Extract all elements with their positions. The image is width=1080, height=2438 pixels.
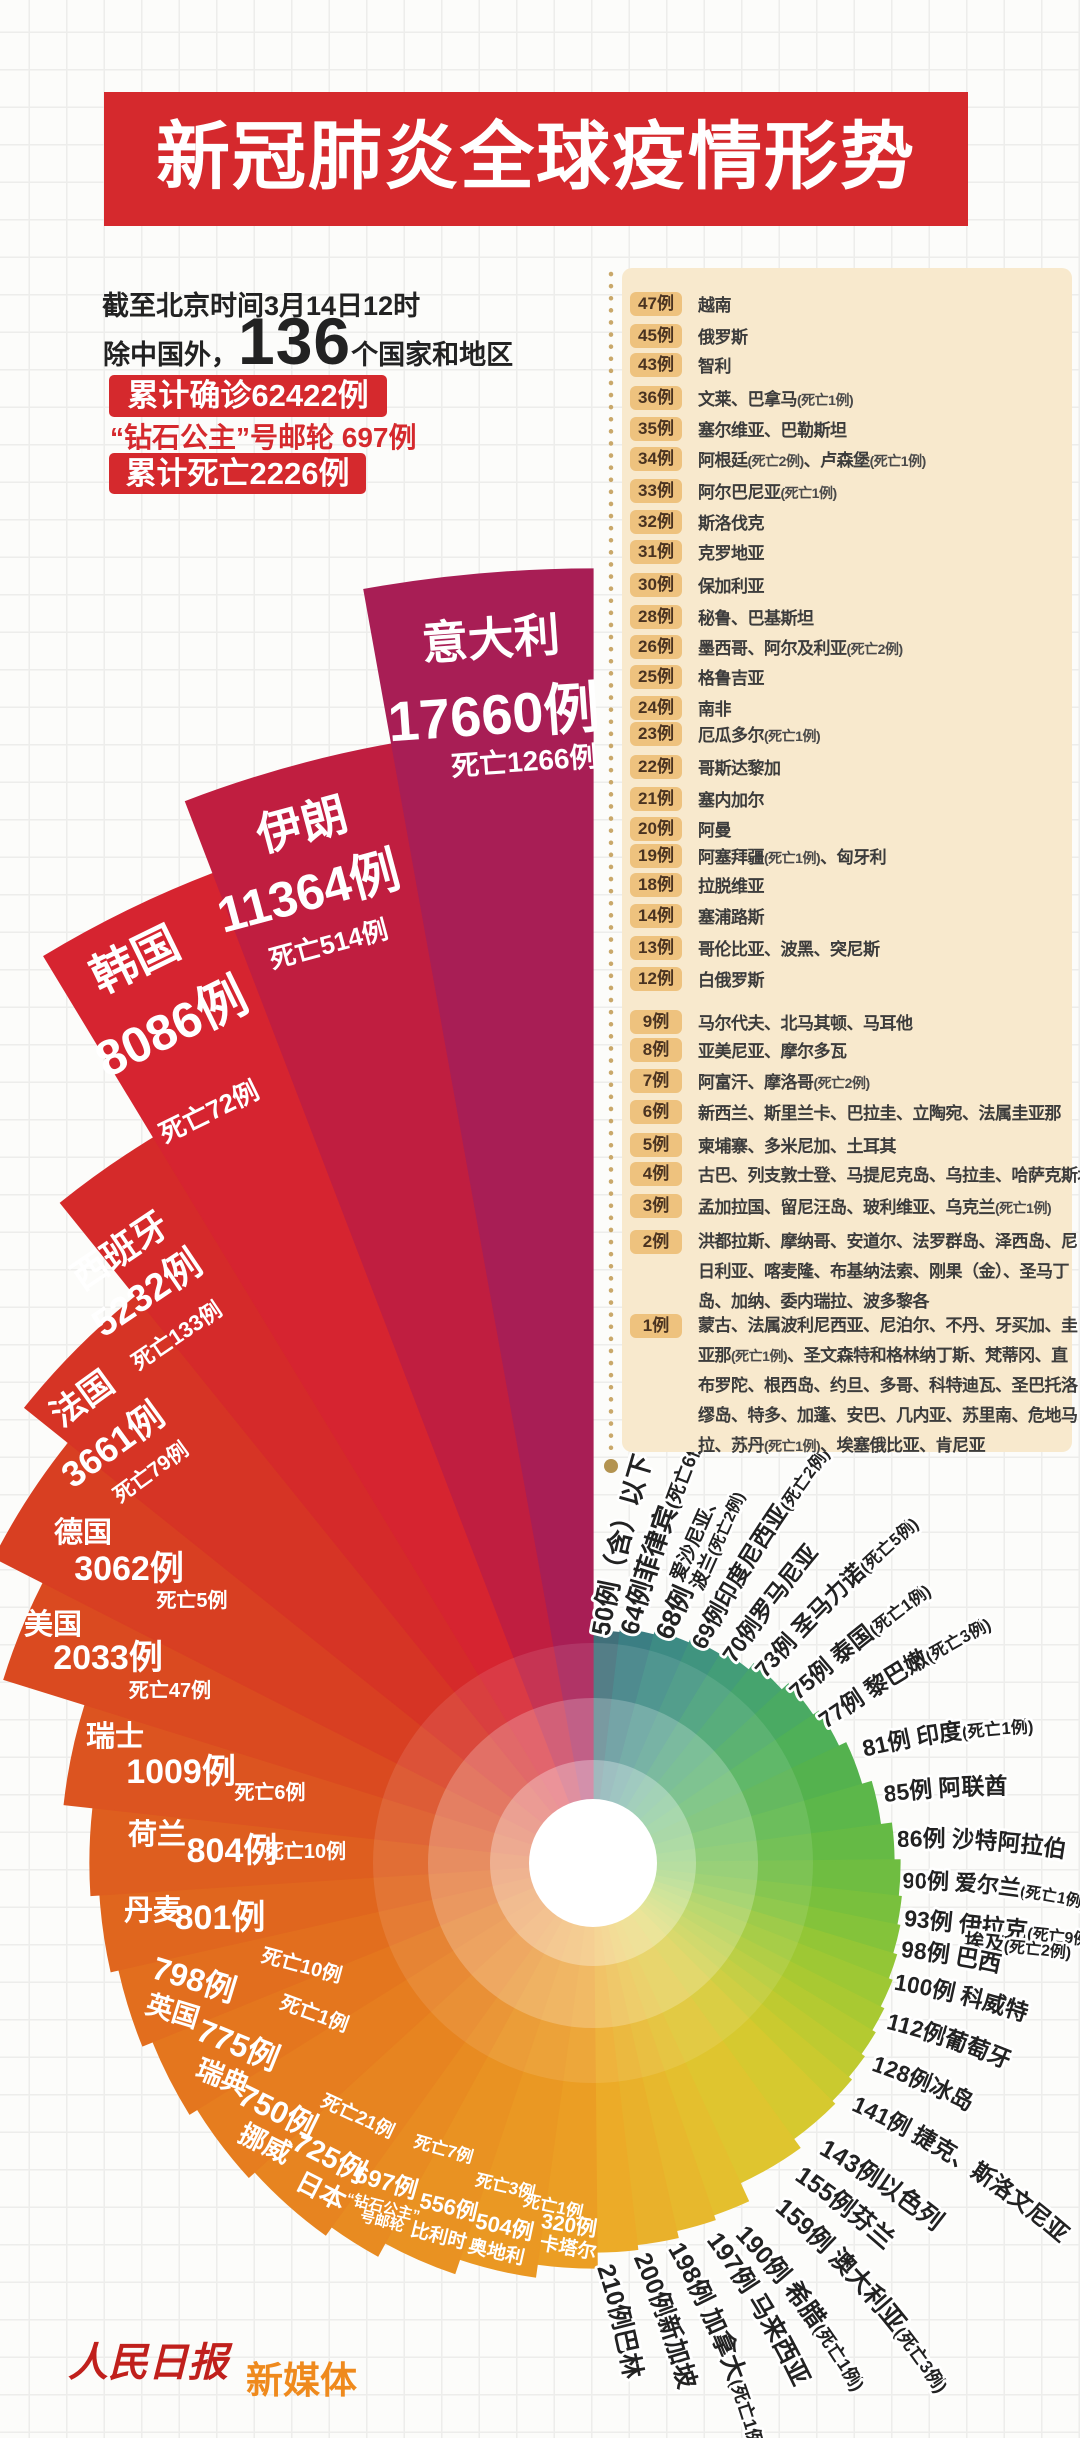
svg-text:丹麦: 丹麦 [124, 1894, 183, 1927]
svg-text:81例 印度(死亡1例): 81例 印度(死亡1例) [860, 1717, 1034, 1762]
svg-text:90例 爱尔兰(死亡1例): 90例 爱尔兰(死亡1例) [902, 1868, 1080, 1912]
svg-text:美国: 美国 [24, 1608, 82, 1641]
svg-text:2033例: 2033例 [53, 1639, 163, 1677]
svg-text:荷兰: 荷兰 [128, 1818, 186, 1851]
svg-text:死亡10例: 死亡10例 [264, 1839, 346, 1863]
svg-text:85例 阿联酋: 85例 阿联酋 [882, 1773, 1007, 1807]
svg-text:3062例: 3062例 [74, 1550, 184, 1588]
svg-text:死亡47例: 死亡47例 [129, 1678, 211, 1702]
svg-text:77例 黎巴嫩(死亡3例): 77例 黎巴嫩(死亡3例) [814, 1615, 994, 1733]
svg-text:17660例: 17660例 [386, 676, 602, 754]
svg-text:死亡5例: 死亡5例 [156, 1588, 227, 1612]
svg-text:死亡6例: 死亡6例 [234, 1780, 305, 1804]
svg-text:1009例: 1009例 [126, 1753, 236, 1791]
svg-text:801例: 801例 [175, 1899, 266, 1937]
svg-text:804例: 804例 [187, 1832, 278, 1870]
svg-text:德国: 德国 [54, 1516, 112, 1549]
svg-text:86例 沙特阿拉伯: 86例 沙特阿拉伯 [897, 1825, 1069, 1862]
svg-text:瑞士: 瑞士 [86, 1720, 144, 1753]
svg-text:意大利: 意大利 [420, 608, 561, 669]
